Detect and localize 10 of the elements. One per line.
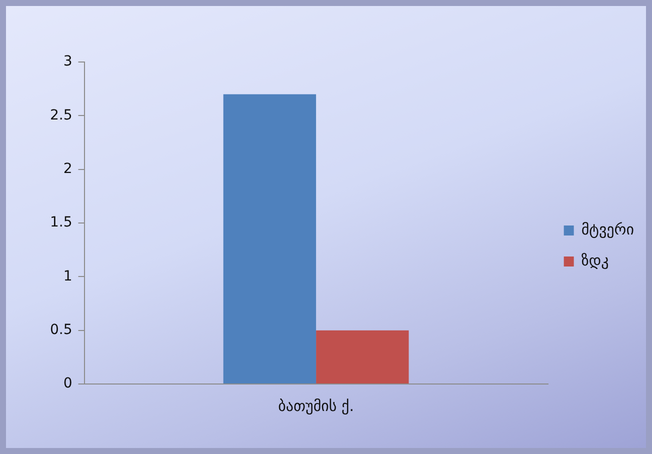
y-tick-label: 0.5 — [50, 322, 72, 338]
y-tick-label: 3 — [63, 54, 72, 70]
y-tick-label: 2 — [63, 160, 72, 177]
x-tick-label: ბათუმის ქ. — [278, 396, 354, 415]
y-tick-label: 2.5 — [50, 107, 72, 124]
legend-label: მტვერი — [581, 220, 634, 238]
y-tick-label: 0 — [63, 376, 72, 392]
legend-label: ზდკ — [581, 251, 609, 270]
y-tick-label: 1 — [63, 268, 72, 284]
y-tick-label: 1.5 — [50, 214, 72, 231]
